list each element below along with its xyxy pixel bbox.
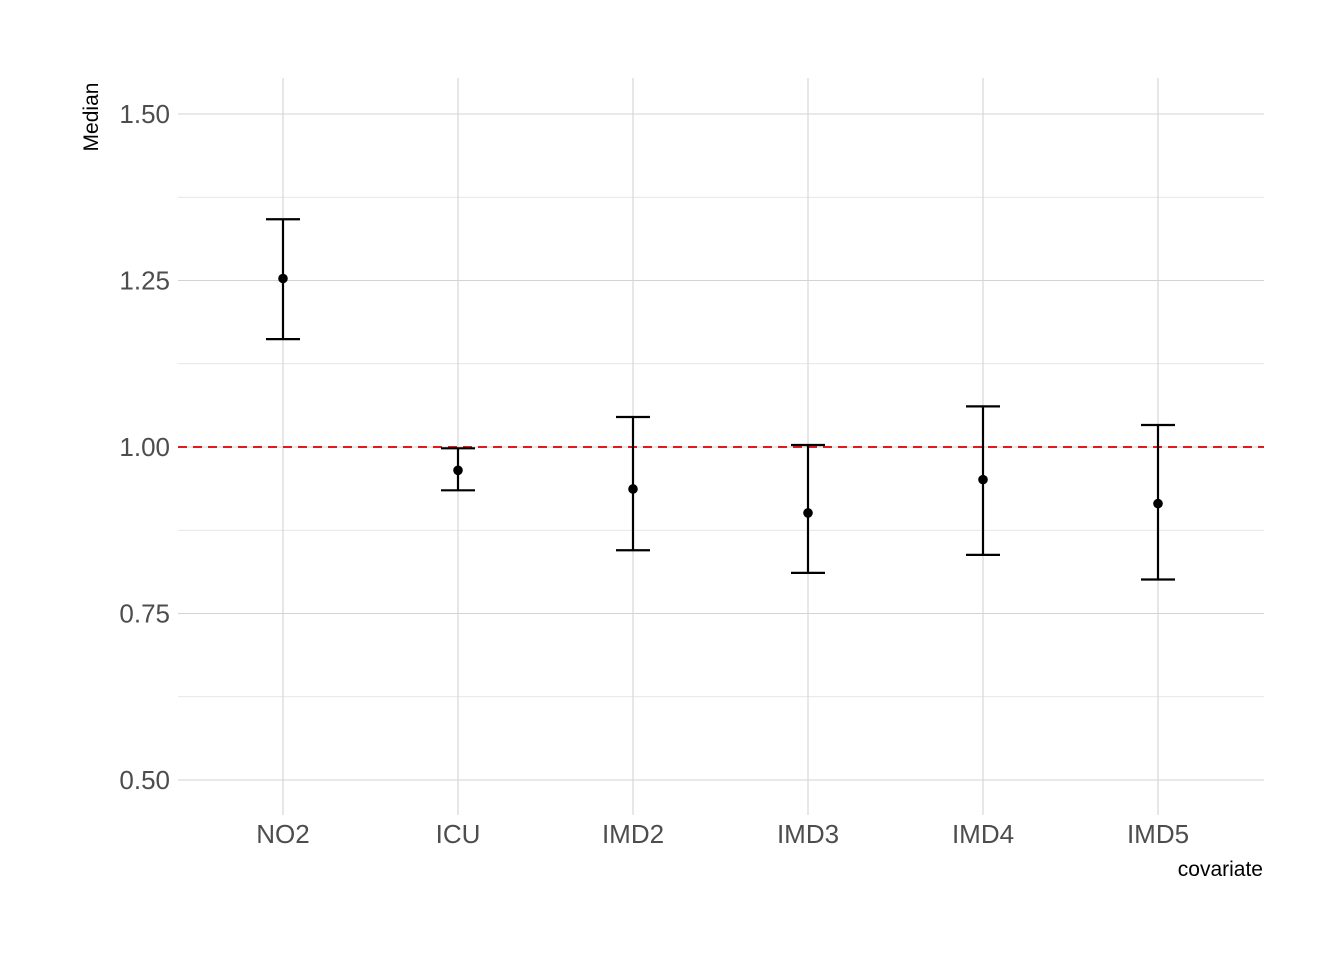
- errorbar-imd5: [1141, 423, 1175, 581]
- errorbar-imd4: [966, 405, 1000, 556]
- x-tick-label: ICU: [436, 819, 481, 849]
- y-axis-title: Median: [80, 83, 103, 152]
- median-point-imd4: [978, 474, 988, 485]
- y-tick-label: 1.00: [119, 432, 170, 462]
- x-tick-label: IMD4: [952, 819, 1014, 849]
- y-tick-label: 0.50: [119, 765, 170, 795]
- x-tick-label: NO2: [256, 819, 309, 849]
- median-point-imd2: [628, 484, 638, 494]
- median-point-imd5: [1153, 498, 1163, 509]
- median-point-icu: [453, 465, 463, 476]
- y-tick-label: 0.75: [119, 599, 170, 629]
- errorbar-imd2: [616, 415, 650, 552]
- x-axis-title: covariate: [1178, 858, 1263, 881]
- median-point-no2: [278, 273, 288, 284]
- errorbar-imd3: [791, 443, 825, 574]
- y-axis-tick-labels: 0.50 0.75 1.00 1.25 1.50: [119, 99, 170, 795]
- x-tick-label: IMD3: [777, 819, 839, 849]
- median-point-imd3: [803, 508, 813, 518]
- x-axis-tick-labels: NO2 ICU IMD2 IMD3 IMD4 IMD5: [256, 819, 1189, 849]
- errorbar-icu: [441, 447, 475, 492]
- data-layer: [266, 218, 1175, 581]
- y-tick-label: 1.50: [119, 99, 170, 129]
- x-tick-label: IMD5: [1127, 819, 1189, 849]
- errorbar-no2: [266, 218, 300, 341]
- y-tick-label: 1.25: [119, 266, 170, 296]
- x-tick-label: IMD2: [602, 819, 664, 849]
